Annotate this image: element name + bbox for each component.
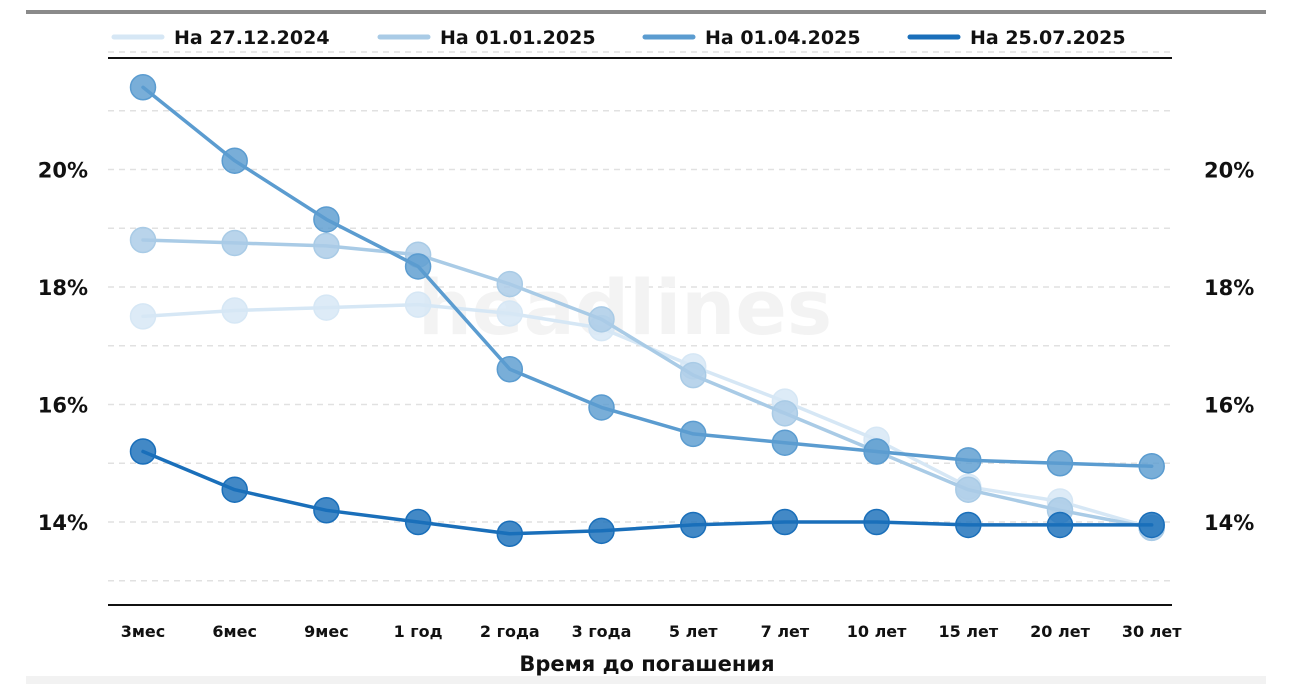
- y-tick-label-left: 20%: [38, 159, 88, 183]
- data-point-series-3: [404, 253, 432, 280]
- x-tick-label: 7 лет: [761, 622, 810, 641]
- x-tick-label: 5 лет: [669, 622, 718, 641]
- data-point-series-4: [1138, 511, 1165, 539]
- y-tick-label-left: 14%: [38, 511, 88, 535]
- x-tick-label: 9мес: [304, 622, 349, 641]
- legend-label-1: На 27.12.2024: [174, 27, 330, 49]
- y-tick-label-left: 18%: [38, 276, 88, 300]
- data-point-series-3: [679, 420, 707, 448]
- data-point-series-3: [496, 356, 524, 383]
- y-tick-label-right: 14%: [1204, 511, 1254, 535]
- y-tick-label-right: 16%: [1204, 394, 1254, 418]
- legend-label-2: На 01.01.2025: [440, 27, 596, 49]
- x-tick-label: 3 года: [572, 622, 632, 641]
- x-tick-label: 15 лет: [938, 622, 998, 641]
- data-point-series-2: [221, 229, 248, 257]
- data-point-series-3: [1046, 450, 1074, 477]
- data-point-series-1: [221, 297, 248, 324]
- legend-label-3: На 01.04.2025: [705, 27, 861, 49]
- series-line-4: [141, 449, 1154, 536]
- data-point-series-2: [129, 226, 157, 254]
- data-point-series-4: [679, 511, 707, 539]
- data-point-series-3: [1138, 452, 1165, 480]
- data-point-series-4: [955, 511, 982, 539]
- data-point-series-2: [679, 361, 707, 389]
- data-point-series-2: [588, 306, 615, 333]
- data-point-series-2: [771, 400, 799, 427]
- x-tick-label: 10 лет: [847, 622, 907, 641]
- y-tick-label-right: 18%: [1204, 276, 1254, 300]
- data-point-series-4: [313, 497, 340, 524]
- series-line-3: [141, 85, 1154, 468]
- data-point-series-4: [129, 438, 157, 465]
- y-tick-label-right: 20%: [1204, 159, 1254, 183]
- x-axis-title: Время до погашения: [519, 652, 774, 676]
- data-point-series-1: [313, 294, 340, 321]
- series-line-2: [141, 238, 1154, 530]
- data-point-series-2: [496, 270, 524, 298]
- x-tick-label: 20 лет: [1030, 622, 1090, 641]
- data-point-series-3: [129, 74, 157, 101]
- legend-label-4: На 25.07.2025: [970, 27, 1126, 49]
- x-tick-label: 6мес: [212, 622, 257, 641]
- data-point-series-3: [771, 429, 799, 456]
- data-point-series-1: [404, 291, 432, 318]
- data-point-series-3: [313, 206, 340, 233]
- data-point-series-2: [313, 232, 340, 260]
- x-tick-label: 2 года: [480, 622, 540, 641]
- data-point-series-4: [588, 517, 615, 545]
- y-tick-label-left: 16%: [38, 394, 88, 418]
- x-tick-label: 3мес: [121, 622, 166, 641]
- x-tick-label: 1 год: [394, 622, 443, 641]
- data-point-series-4: [404, 508, 432, 536]
- data-point-series-4: [496, 520, 524, 547]
- bottom-strip: [26, 676, 1266, 684]
- data-point-series-2: [955, 476, 982, 503]
- top-border: [26, 10, 1266, 14]
- data-point-series-1: [496, 300, 524, 327]
- x-tick-label: 30 лет: [1122, 622, 1182, 641]
- data-point-series-3: [863, 438, 890, 465]
- data-point-series-4: [771, 508, 799, 536]
- data-point-series-3: [955, 447, 982, 474]
- data-point-series-3: [221, 147, 248, 174]
- data-point-series-1: [129, 303, 157, 330]
- data-point-series-3: [588, 394, 615, 421]
- data-point-series-4: [221, 476, 248, 503]
- data-point-series-4: [863, 508, 890, 536]
- data-point-series-4: [1046, 511, 1074, 539]
